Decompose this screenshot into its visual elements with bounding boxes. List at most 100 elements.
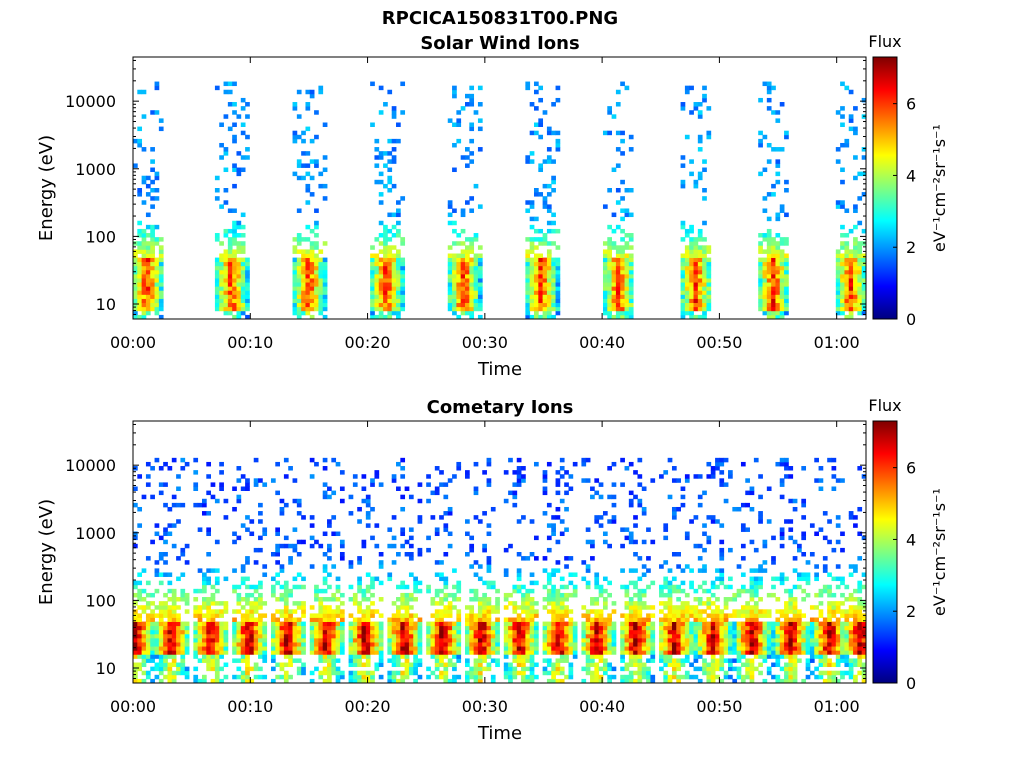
spectrogram-cell	[408, 650, 414, 655]
spectrogram-cell	[542, 666, 548, 672]
spectrogram-cell	[245, 637, 250, 643]
spectrogram-cell	[676, 584, 681, 590]
spectrogram-cell	[145, 637, 151, 643]
spectrogram-cell	[133, 629, 138, 635]
spectrogram-cell	[758, 597, 763, 602]
spectrogram-cell	[555, 633, 561, 639]
spectrogram-cell	[469, 265, 475, 271]
spectrogram-cell	[762, 568, 768, 573]
spectrogram-cell	[322, 494, 328, 500]
spectrogram-cell	[400, 613, 406, 618]
spectrogram-cell	[723, 646, 729, 651]
spectrogram-cell	[201, 658, 207, 663]
spectrogram-cell	[305, 294, 311, 299]
spectrogram-cell	[706, 535, 712, 541]
spectrogram-cell	[426, 637, 431, 643]
spectrogram-cell	[245, 257, 250, 263]
spectrogram-cell	[758, 621, 763, 627]
spectrogram-cell	[365, 609, 371, 614]
spectrogram-cell	[370, 637, 375, 643]
spectrogram-cell	[439, 601, 444, 606]
spectrogram-cell	[314, 159, 319, 164]
spectrogram-cell	[611, 273, 617, 279]
spectrogram-cell	[486, 633, 492, 639]
spectrogram-cell	[184, 543, 190, 549]
spectrogram-cell	[206, 633, 212, 639]
spectrogram-cell	[508, 625, 513, 631]
spectrogram-cell	[667, 678, 673, 684]
spectrogram-cell	[288, 629, 293, 635]
spectrogram-cell	[615, 200, 621, 205]
spectrogram-cell	[650, 613, 656, 618]
spectrogram-cell	[141, 633, 147, 639]
spectrogram-cell	[232, 646, 237, 651]
spectrogram-cell	[710, 654, 716, 659]
spectrogram-cell	[443, 592, 449, 598]
spectrogram-cell	[452, 654, 457, 659]
spectrogram-cell	[857, 257, 863, 263]
spectrogram-cell	[766, 302, 772, 308]
spectrogram-cell	[775, 306, 781, 312]
spectrogram-cell	[602, 286, 608, 291]
spectrogram-cell	[766, 245, 772, 250]
spectrogram-cell	[370, 302, 375, 308]
spectrogram-cell	[473, 592, 479, 598]
spectrogram-cell	[542, 486, 548, 491]
spectrogram-cell	[180, 642, 186, 647]
spectrogram-cell	[521, 556, 526, 561]
spectrogram-cell	[150, 298, 155, 304]
spectrogram-cell	[145, 629, 151, 635]
spectrogram-cell	[861, 257, 867, 263]
spectrogram-cell	[158, 678, 164, 684]
spectrogram-cell	[378, 286, 384, 291]
spectrogram-cell	[456, 613, 462, 618]
spectrogram-cell	[201, 629, 207, 635]
spectrogram-cell	[460, 286, 466, 291]
spectrogram-cell	[611, 298, 617, 304]
spectrogram-cell	[370, 245, 375, 250]
spectrogram-cell	[141, 228, 147, 234]
spectrogram-cell	[404, 658, 410, 663]
spectrogram-cell	[628, 257, 634, 263]
spectrogram-cell	[620, 621, 625, 627]
spectrogram-cell	[546, 678, 552, 684]
spectrogram-cell	[477, 646, 483, 651]
spectrogram-cell	[396, 282, 401, 287]
spectrogram-cell	[391, 298, 397, 304]
spectrogram-cell	[301, 515, 306, 520]
spectrogram-cell	[141, 278, 147, 283]
spectrogram-cell	[477, 314, 483, 320]
spectrogram-cell	[762, 539, 768, 545]
spectrogram-cell	[232, 290, 237, 295]
spectrogram-cell	[602, 253, 608, 258]
spectrogram-cell	[283, 637, 289, 643]
spectrogram-cell	[624, 245, 630, 250]
spectrogram-cell	[697, 269, 703, 275]
spectrogram-cell	[529, 302, 535, 308]
spectrogram-cell	[383, 183, 388, 189]
spectrogram-cell	[486, 613, 492, 618]
spectrogram-cell	[201, 572, 207, 577]
spectrogram-cell	[301, 257, 306, 263]
spectrogram-cell	[551, 678, 556, 684]
spectrogram-cell	[141, 298, 147, 304]
spectrogram-cell	[650, 674, 656, 680]
spectrogram-cell	[745, 502, 750, 508]
spectrogram-cell	[749, 588, 755, 594]
spectrogram-cell	[551, 666, 556, 672]
spectrogram-cell	[633, 580, 638, 586]
spectrogram-cell	[214, 273, 220, 279]
spectrogram-cell	[615, 249, 621, 254]
spectrogram-cell	[637, 597, 643, 602]
spectrogram-cell	[396, 678, 401, 684]
spectrogram-cell	[214, 261, 220, 267]
spectrogram-cell	[590, 597, 595, 602]
spectrogram-cell	[370, 269, 375, 275]
spectrogram-cell	[835, 290, 841, 295]
spectrogram-cell	[232, 110, 237, 115]
spectrogram-cell	[775, 674, 781, 680]
spectrogram-cell	[314, 224, 319, 230]
spectrogram-cell	[258, 478, 263, 483]
spectrogram-cell	[602, 617, 608, 622]
spectrogram-cell	[473, 294, 479, 299]
